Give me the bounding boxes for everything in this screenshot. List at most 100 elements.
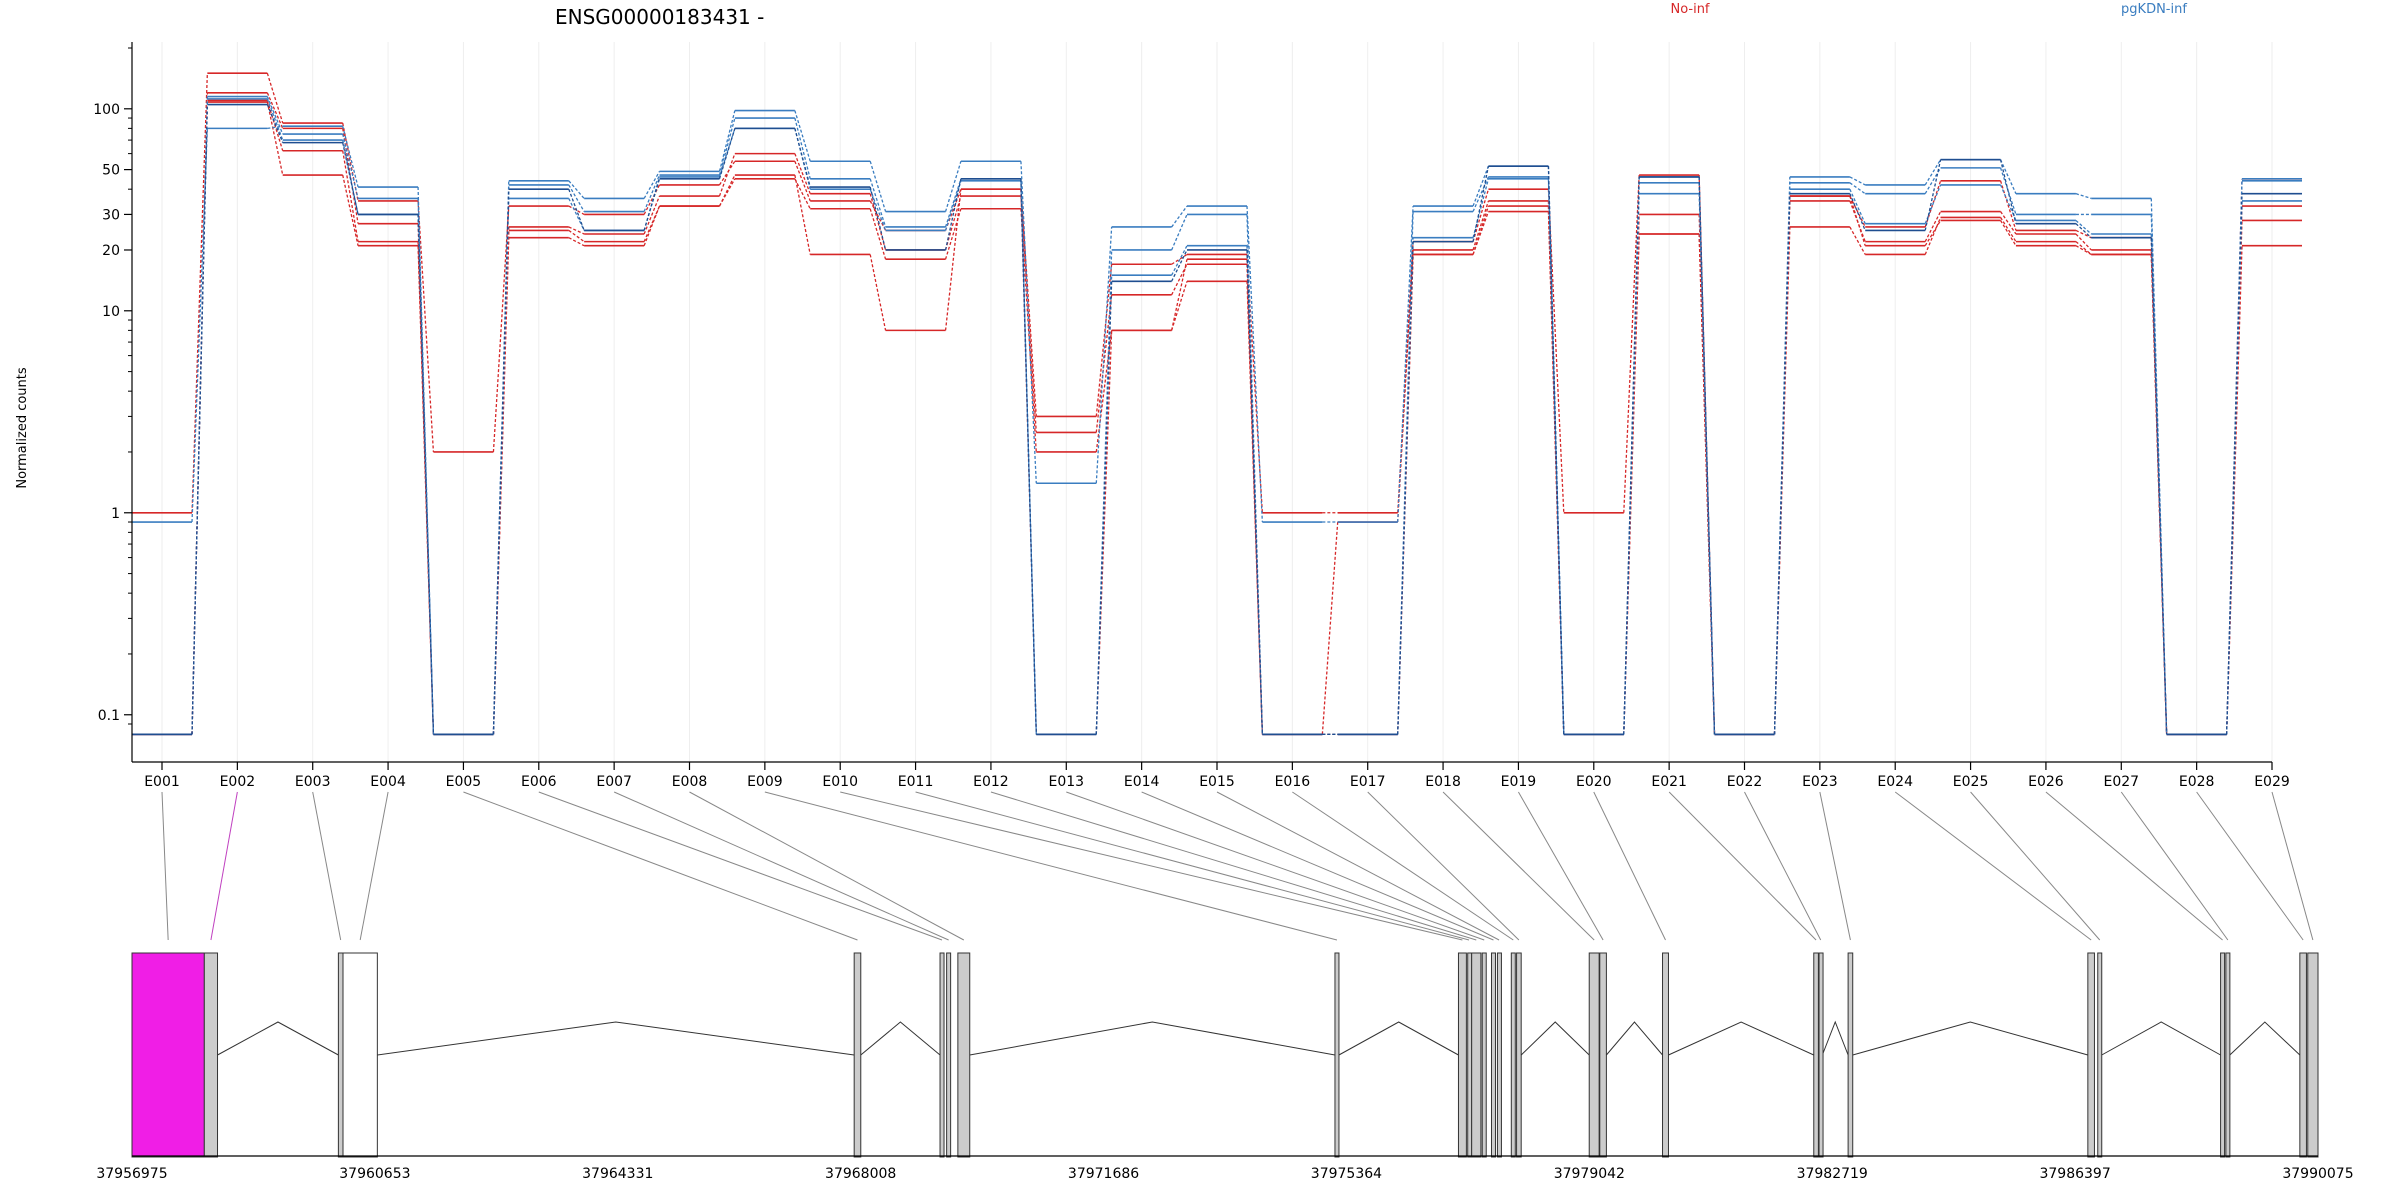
connector (1171, 245, 1188, 276)
connector (2075, 219, 2092, 235)
connector (718, 153, 736, 197)
connector (1999, 159, 2017, 224)
intron-line (1821, 1020, 1849, 1056)
connector (1623, 176, 1640, 735)
exon-mapping-line (312, 791, 342, 941)
connector (1924, 167, 1942, 195)
connector (568, 237, 585, 247)
connector (492, 206, 510, 453)
connector (869, 186, 887, 251)
x-tick-label-e022: E022 (1727, 774, 1763, 790)
connector (643, 171, 661, 199)
connector (869, 178, 887, 228)
legend-no-inf: No-inf (1670, 2, 1709, 17)
x-tick-label-e025: E025 (1953, 774, 1989, 790)
exon-mapping-line (764, 791, 1338, 941)
connector (1171, 263, 1188, 296)
connector (643, 184, 661, 215)
exon-block-e014 (1490, 952, 1496, 1158)
exon-block-e017 (1516, 952, 1522, 1158)
connector (417, 186, 435, 735)
intron-line (860, 1021, 941, 1056)
exon-block-e016 (1510, 952, 1516, 1158)
connector (1171, 205, 1188, 228)
exon-mapping-line (1141, 791, 1494, 941)
x-tick-label-e027: E027 (2103, 774, 2139, 790)
connector (643, 205, 661, 242)
connector (2075, 193, 2092, 200)
connector (1171, 214, 1188, 251)
connector (869, 200, 887, 231)
connector (342, 142, 359, 215)
exon-mapping-line (613, 791, 949, 941)
connector (2075, 233, 2092, 251)
connector (1397, 241, 1414, 735)
connector (944, 161, 962, 212)
y-axis-label: Normalized counts (15, 367, 30, 489)
connector (718, 110, 736, 172)
connector (1924, 217, 1942, 255)
exon-mapping-line (915, 791, 1470, 941)
connector (1472, 188, 1490, 242)
exon-mapping-line (1066, 791, 1485, 941)
exon-block-e018 (1588, 952, 1600, 1158)
connector (794, 128, 811, 188)
connector (1924, 180, 1942, 228)
connector (1246, 249, 1264, 735)
connector (718, 174, 736, 207)
exon-block-e005 (853, 952, 862, 1158)
chart-title: ENSG00000183431 - (555, 5, 764, 29)
connector (1924, 211, 1942, 242)
exon-mapping-line (1819, 791, 1851, 941)
exon-block-e024 (2087, 952, 2095, 1158)
exon-mapping-lines (161, 791, 2314, 941)
connector (643, 174, 661, 212)
exon-mapping-line (1367, 791, 1520, 941)
exon-mapping-line (1593, 791, 1666, 941)
connector (492, 189, 510, 735)
connector (191, 104, 209, 735)
intron-line (217, 1021, 339, 1056)
exon-block-e009 (1334, 952, 1340, 1158)
connector (2075, 229, 2092, 239)
connector (718, 117, 736, 176)
y-tick-label: 20 (102, 243, 120, 259)
connector (794, 178, 811, 210)
connector (1472, 200, 1490, 251)
connector (1623, 175, 1640, 513)
connector (1924, 184, 1942, 224)
connector (568, 180, 585, 199)
x-tick-label-e001: E001 (144, 774, 180, 790)
genomic-tick-label: 37975364 (1311, 1166, 1382, 1182)
connector (1773, 193, 1791, 735)
x-tick-label-e006: E006 (521, 774, 557, 790)
connector (1171, 253, 1188, 265)
intron-line (1338, 1021, 1459, 1056)
x-tick-label-e004: E004 (370, 774, 406, 790)
exon-mapping-line (359, 791, 389, 941)
exon-mapping-line (1894, 791, 2092, 941)
exon-mapping-line (689, 791, 965, 941)
connector (2075, 241, 2092, 255)
exon-block-e027 (2225, 952, 2231, 1158)
x-tick-label-e014: E014 (1124, 774, 1160, 790)
connector (1924, 220, 1942, 247)
x-tick-label-e021: E021 (1651, 774, 1687, 790)
connector (1095, 264, 1113, 417)
axes: 0.1 1 10 20 30 50 100 E001 E002 E003 E004 E005 E006 E… (93, 42, 2290, 790)
intron-line (969, 1021, 1336, 1056)
connector (1999, 167, 2017, 215)
connector (266, 101, 284, 176)
intron-line (2229, 1021, 2301, 1056)
intron-line (1606, 1021, 1663, 1056)
exon-mapping-line (161, 791, 169, 941)
y-tick-label: 100 (93, 102, 120, 118)
genomic-tick-label: 37971686 (1068, 1166, 1139, 1182)
connector (1849, 176, 1866, 186)
connector (191, 73, 209, 513)
genomic-tick-label: 37956975 (96, 1166, 167, 1182)
exon-mapping-line (1216, 791, 1500, 941)
legend-pgkdn-inf: pgKDN-inf (2121, 2, 2187, 17)
genomic-tick-label: 37964331 (582, 1166, 653, 1182)
